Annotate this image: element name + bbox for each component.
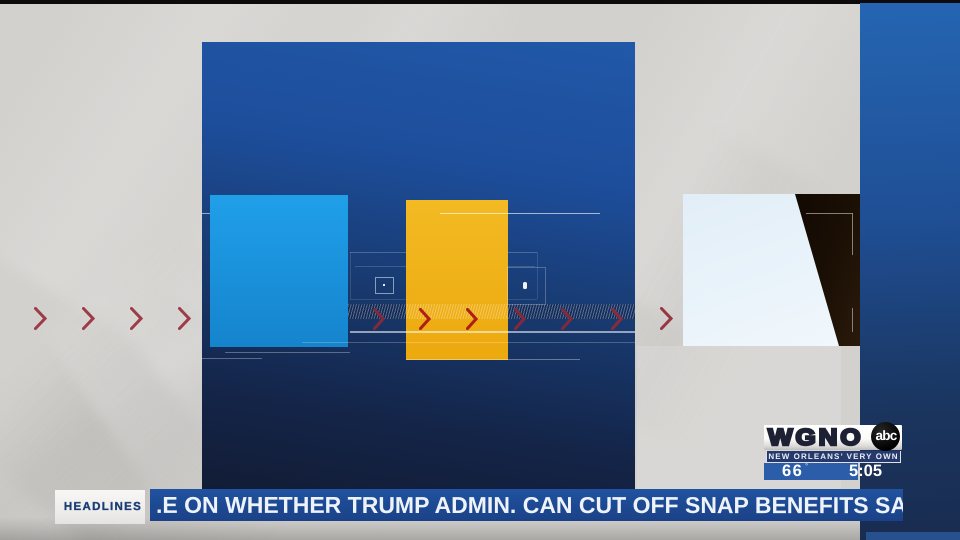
svg-text:abc: abc — [876, 428, 898, 443]
